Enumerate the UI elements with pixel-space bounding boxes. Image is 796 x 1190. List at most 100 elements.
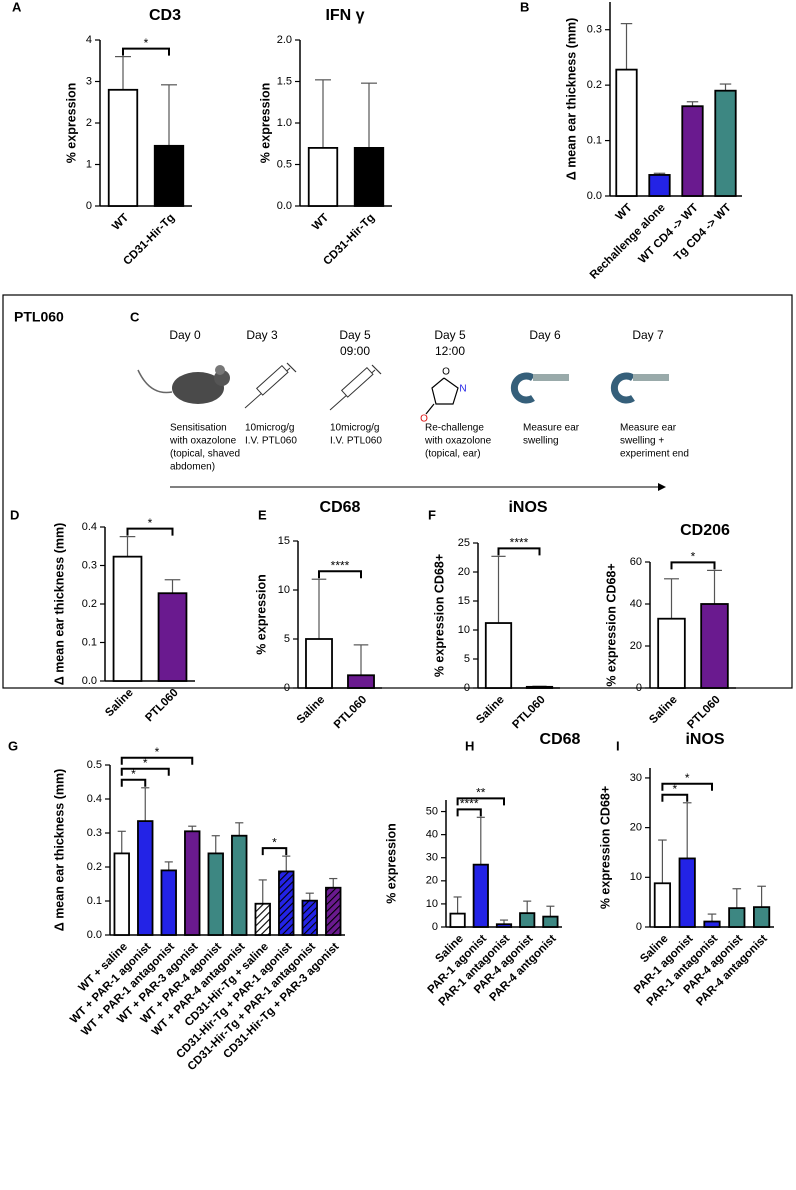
y-tick-label: 15 (278, 535, 290, 547)
bar (301, 899, 318, 936)
y-tick-label: 1 (86, 158, 92, 170)
y-tick-label: 0.1 (87, 895, 102, 907)
bar (157, 592, 188, 682)
chart-title: CD68 (540, 731, 581, 748)
step-text: Measure ear (620, 423, 677, 434)
bar (484, 622, 513, 689)
significance-bracket (670, 561, 716, 570)
atom-label: N (459, 384, 466, 395)
step-text: with oxazolone (424, 436, 492, 447)
significance-label: * (685, 771, 690, 785)
bar (137, 820, 154, 936)
day-label: Day 3 (246, 328, 278, 342)
significance-bracket (661, 793, 689, 802)
step-text: I.V. PTL060 (245, 436, 297, 447)
bar (207, 852, 224, 936)
y-tick-label: 0.0 (82, 675, 97, 687)
y-tick-label: 0 (86, 200, 92, 212)
arrow-head (658, 483, 666, 491)
bar (703, 920, 721, 928)
step-text: abdomen) (170, 462, 215, 473)
x-tick-label: Tg CD4 -> WT (672, 202, 734, 264)
y-tick-label: 10 (278, 584, 290, 596)
syringe-icon (244, 362, 297, 409)
x-tick-label: PTL060 (143, 687, 180, 724)
x-tick-label: Saline (103, 687, 135, 719)
micrometer-icon (610, 372, 669, 404)
bar (305, 638, 333, 689)
bar (678, 857, 696, 928)
y-tick-label: 0.2 (87, 861, 102, 873)
y-axis-label: % expression CD68+ (604, 563, 618, 686)
y-tick-label: 0.1 (587, 134, 602, 146)
y-tick-label: 0.0 (87, 929, 102, 941)
significance-label: ** (476, 785, 486, 799)
significance-label: * (691, 550, 696, 564)
atom-label: O (442, 367, 450, 378)
y-tick-label: 15 (458, 595, 470, 607)
y-tick-label: 0.3 (587, 24, 602, 36)
bar (231, 834, 248, 936)
panel-letter: I (616, 738, 620, 753)
y-tick-label: 5 (464, 653, 470, 665)
bar (648, 174, 671, 197)
significance-bracket (318, 570, 362, 579)
bar (112, 555, 143, 682)
day-label: Day 5 (434, 328, 466, 342)
significance-bracket (120, 756, 194, 765)
bar (653, 882, 671, 928)
x-tick-label: WT (310, 212, 331, 233)
bar (542, 915, 559, 928)
significance-bracket (120, 778, 147, 787)
y-tick-label: 0.5 (87, 759, 102, 771)
step-text: swelling (523, 436, 559, 447)
chart-title: iNOS (508, 499, 547, 516)
bar (615, 68, 638, 197)
y-axis-label: Δ mean ear thickness (mm) (564, 18, 578, 181)
significance-bracket (661, 782, 713, 791)
x-tick-label: PTL060 (685, 694, 722, 731)
bar (107, 88, 139, 207)
y-tick-label: 10 (630, 871, 642, 883)
significance-label: * (272, 835, 277, 849)
y-axis-label: Δ mean ear thickness (mm) (52, 769, 66, 932)
y-tick-label: 0 (284, 682, 290, 694)
chart-title: iNOS (685, 731, 724, 748)
y-tick-label: 5 (284, 633, 290, 645)
y-tick-label: 30 (630, 772, 642, 784)
x-tick-label: WT (614, 202, 635, 223)
x-tick-label: Saline (295, 694, 327, 726)
bar (160, 869, 177, 936)
significance-bracket (126, 527, 174, 536)
y-axis-label: % expression (258, 83, 272, 164)
y-tick-label: 3 (86, 75, 92, 87)
significance-bracket (456, 797, 505, 806)
chart-title: CD206 (680, 522, 730, 539)
chart-title: CD3 (149, 7, 181, 24)
y-tick-label: 0 (636, 682, 642, 694)
bar (700, 603, 729, 689)
bar (353, 146, 385, 207)
y-tick-label: 4 (86, 34, 92, 46)
y-tick-label: 40 (630, 598, 642, 610)
x-tick-label: Saline (647, 694, 679, 726)
step-text: Sensitisation (170, 423, 227, 434)
significance-label: * (144, 36, 149, 50)
y-tick-label: 2 (86, 117, 92, 129)
y-tick-label: 0.0 (587, 190, 602, 202)
y-tick-label: 10 (426, 898, 438, 910)
y-axis-label: % expression CD68+ (598, 786, 612, 909)
bar (325, 886, 342, 936)
step-text: Measure ear (523, 423, 580, 434)
step-text: 10microg/g (330, 423, 379, 434)
y-tick-label: 20 (630, 822, 642, 834)
box-label: PTL060 (14, 309, 64, 325)
significance-label: * (143, 756, 148, 770)
significance-label: * (148, 516, 153, 530)
significance-label: * (672, 782, 677, 796)
bar (681, 105, 704, 197)
bar (153, 144, 185, 207)
y-tick-label: 20 (630, 640, 642, 652)
step-text: I.V. PTL060 (330, 436, 382, 447)
significance-bracket (261, 847, 288, 856)
